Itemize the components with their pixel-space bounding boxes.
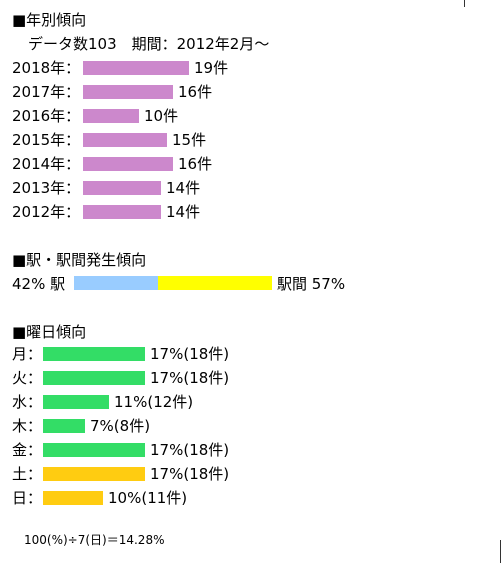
weekday-row-bar: [43, 395, 109, 409]
year-row-bar: [83, 61, 189, 75]
station-section-title: ■駅・駅間発生傾向: [12, 251, 147, 269]
weekday-row-bar: [43, 467, 145, 481]
weekday-row-value: 17%(18件): [150, 345, 230, 363]
year-row-label: 2017年：: [12, 83, 81, 101]
year-row-label: 2016年：: [12, 107, 81, 125]
year-row-bar: [83, 109, 139, 123]
year-row-bar: [83, 157, 173, 171]
edge-tick: [464, 0, 465, 7]
weekday-row-value: 17%(18件): [150, 369, 230, 387]
year-row-bar: [83, 133, 167, 147]
station-bar-segment: [74, 276, 158, 290]
weekday-row-value: 17%(18件): [150, 465, 230, 483]
weekday-row-label: 土：: [12, 465, 43, 483]
weekday-row-bar: [43, 419, 85, 433]
year-row-bar: [83, 85, 173, 99]
year-row-label: 2015年：: [12, 131, 81, 149]
year-row-value: 14件: [166, 203, 201, 221]
year-row-bar: [83, 205, 161, 219]
weekday-row-value: 10%(11件): [108, 489, 188, 507]
between-station-bar-segment: [158, 276, 272, 290]
year-row-label: 2013年：: [12, 179, 81, 197]
weekday-row-label: 日：: [12, 489, 43, 507]
weekday-row-value: 7%(8件): [90, 417, 151, 435]
yearly-section-title: ■年別傾向: [12, 11, 87, 29]
year-row-value: 16件: [178, 83, 213, 101]
footnote: 100(%)÷7(日)＝14.28%: [24, 533, 165, 547]
weekday-row-label: 月：: [12, 345, 43, 363]
station-split-bar: [74, 276, 272, 290]
yearly-meta: データ数103 期間：2012年2月～: [28, 35, 270, 53]
weekday-row-value: 11%(12件): [114, 393, 194, 411]
edge-marker: [500, 540, 501, 563]
year-row-label: 2012年：: [12, 203, 81, 221]
weekday-row-bar: [43, 443, 145, 457]
year-row-value: 16件: [178, 155, 213, 173]
weekday-row-label: 水：: [12, 393, 43, 411]
weekday-row-value: 17%(18件): [150, 441, 230, 459]
year-row-bar: [83, 181, 161, 195]
year-row-value: 15件: [172, 131, 207, 149]
station-right-label: 駅間 57%: [277, 275, 346, 293]
year-row-value: 10件: [144, 107, 179, 125]
weekday-row-bar: [43, 491, 103, 505]
year-row-value: 19件: [194, 59, 229, 77]
year-row-value: 14件: [166, 179, 201, 197]
weekday-row-label: 火：: [12, 369, 43, 387]
weekday-row-bar: [43, 371, 145, 385]
weekday-section-title: ■曜日傾向: [12, 323, 87, 341]
year-row-label: 2018年：: [12, 59, 81, 77]
weekday-row-label: 木：: [12, 417, 43, 435]
weekday-row-bar: [43, 347, 145, 361]
station-left-label: 42% 駅: [12, 275, 66, 293]
year-row-label: 2014年：: [12, 155, 81, 173]
weekday-row-label: 金：: [12, 441, 43, 459]
